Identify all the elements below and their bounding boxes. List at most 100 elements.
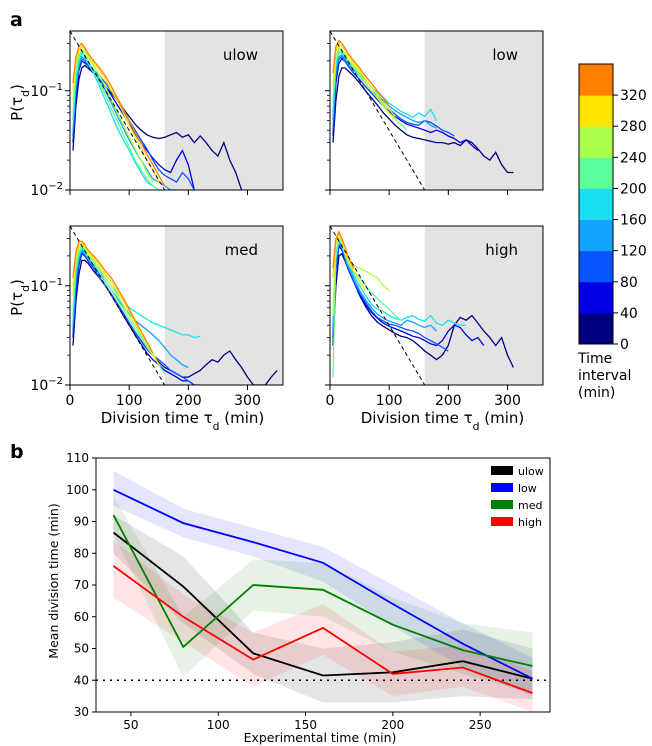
- series-line: [72, 48, 154, 183]
- colorbar-tick-label: 240: [620, 150, 647, 166]
- panel-name-low: low: [492, 46, 518, 64]
- shaded-region: [424, 31, 543, 190]
- colorbar-tick-label: 200: [620, 181, 647, 197]
- x-tick-label: 100: [116, 393, 143, 409]
- reference-line: [70, 226, 166, 385]
- x-tick-label: 200: [435, 393, 462, 409]
- confidence-band-high: [113, 540, 533, 712]
- reference-line: [330, 31, 426, 190]
- x-tick-label: 100: [376, 393, 403, 409]
- series-line: [332, 39, 390, 107]
- y-tick-label: 90: [74, 515, 89, 529]
- colorbar-segment: [579, 188, 613, 221]
- colorbar-tick-label: 160: [620, 213, 647, 229]
- histogram-panel-low: low: [325, 30, 544, 195]
- y-tick-label: 50: [74, 642, 89, 656]
- reference-line: [70, 31, 166, 190]
- legend-label-low: low: [518, 482, 537, 495]
- axes-frame: [69, 225, 284, 386]
- series-line: [72, 250, 195, 385]
- colorbar-tick-label: 0: [620, 337, 629, 353]
- x-tick-label: 150: [294, 718, 317, 732]
- colorbar-tick-label: 80: [620, 275, 638, 291]
- x-axis-label: Division time τd (min): [101, 409, 265, 433]
- y-tick-label: 10−2: [30, 376, 63, 394]
- legend-swatch-low: [491, 483, 513, 492]
- x-tick-label: 0: [326, 393, 335, 409]
- x-tick-label: 300: [494, 393, 521, 409]
- panel-label-a: a: [10, 9, 23, 31]
- colorbar-segment: [579, 64, 613, 96]
- series-line: [332, 67, 514, 174]
- confidence-band-ulow: [113, 515, 533, 703]
- series-line-high: [112, 565, 533, 694]
- histogram-panel-high: 0 100 200 300 high Division time τd (min): [325, 225, 544, 433]
- colorbar-label: (min): [578, 385, 615, 401]
- panel-a-histograms: 10−1 10−2 ulow P(τd) low 10−1 10−20 100 200 300 me…: [8, 30, 544, 433]
- series-line: [72, 248, 189, 369]
- series-line: [332, 46, 402, 126]
- x-tick-label: 250: [469, 718, 492, 732]
- series-line: [72, 55, 177, 190]
- colorbar-tick-label: 40: [620, 306, 638, 322]
- series-line: [72, 259, 278, 385]
- legend-swatch-ulow: [491, 466, 513, 475]
- colorbar-tick-label: 120: [620, 244, 647, 260]
- colorbar-frame: [578, 63, 614, 345]
- series-line: [332, 42, 396, 117]
- axes-frame: [69, 30, 284, 191]
- panel-name-ulow: ulow: [223, 46, 258, 64]
- confidence-band-med: [113, 496, 533, 693]
- x-tick-label: 0: [66, 393, 75, 409]
- y-tick-label: 80: [74, 546, 89, 560]
- shaded-region: [164, 31, 283, 190]
- colorbar-segment: [579, 250, 613, 283]
- y-axis-label: Mean division time (min): [46, 503, 61, 658]
- series-line: [72, 245, 166, 375]
- series-line: [72, 240, 154, 354]
- colorbar-tick-label: 320: [620, 88, 647, 104]
- shaded-region: [164, 226, 283, 385]
- y-axis-label: P(τd): [8, 84, 32, 121]
- x-tick-label: 200: [175, 393, 202, 409]
- x-tick-label: 100: [207, 718, 230, 732]
- y-axis-label: P(τd): [8, 279, 32, 316]
- colorbar-segment: [579, 126, 613, 158]
- colorbar-segment: [579, 312, 613, 345]
- x-axis-label: Experimental time (min): [244, 730, 397, 745]
- y-tick-label: 40: [74, 673, 89, 687]
- legend: ulow low med high: [491, 465, 544, 529]
- legend-label-high: high: [518, 516, 542, 529]
- y-tick-label: 10−1: [30, 277, 63, 295]
- panel-b-mean-division-time: 50 100 150 200 250 30 40 50 60 70 80 90 100 110 Experi…: [46, 451, 551, 745]
- series-line: [72, 51, 165, 190]
- y-tick-label: 30: [74, 705, 89, 719]
- series-line-med: [112, 514, 533, 667]
- series-line: [72, 50, 160, 190]
- colorbar-segment: [579, 219, 613, 252]
- series-line: [72, 45, 160, 183]
- colorbar-segment: [579, 281, 613, 314]
- colorbar-label: interval: [578, 368, 631, 384]
- series-line: [72, 42, 166, 187]
- colorbar-tick-label: 280: [620, 119, 647, 135]
- series-line: [332, 52, 438, 121]
- y-tick-label: 100: [66, 483, 89, 497]
- panel-name-med: med: [225, 241, 258, 259]
- x-tick-label: 300: [234, 393, 261, 409]
- y-tick-label: 110: [66, 451, 89, 465]
- legend-swatch-high: [491, 517, 513, 526]
- axes-frame: [329, 225, 544, 386]
- histogram-panel-med: 10−1 10−20 100 200 300 med P(τd) Division time …: [8, 225, 284, 433]
- colorbar-label: Time: [577, 351, 612, 367]
- x-tick-label: 50: [123, 718, 138, 732]
- confidence-band-low: [113, 470, 533, 697]
- panel-label-b: b: [10, 441, 24, 463]
- series-line: [72, 64, 243, 190]
- x-axis-label: Division time τd (min): [361, 409, 525, 433]
- axes-frame: [329, 30, 544, 191]
- x-tick-label: 200: [381, 718, 404, 732]
- reference-line: [330, 226, 426, 385]
